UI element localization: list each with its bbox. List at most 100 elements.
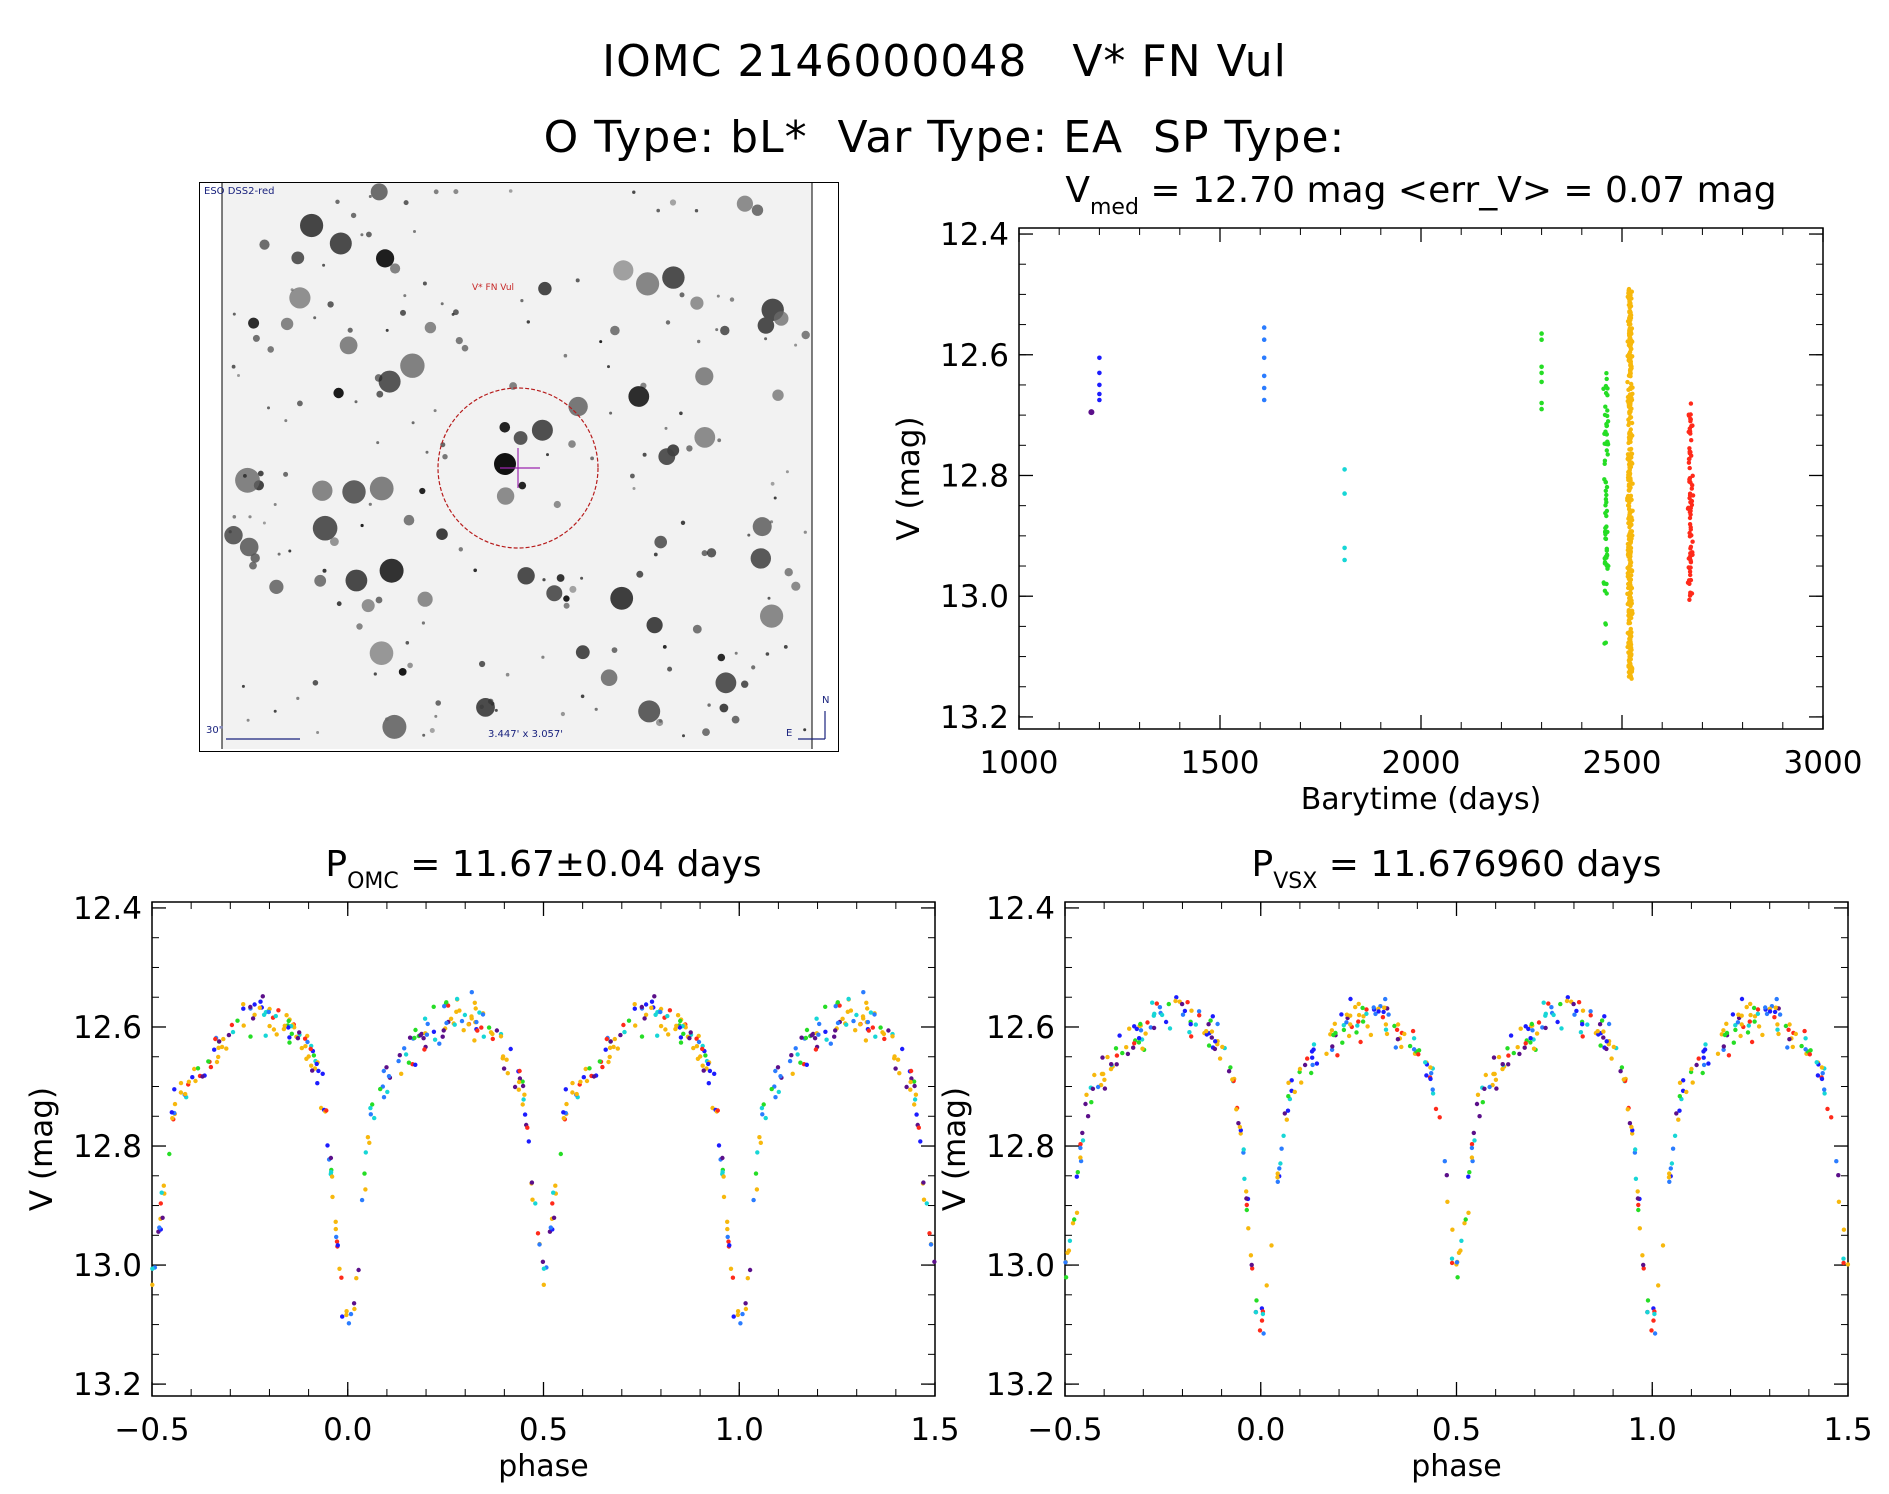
finder-star [361,599,375,613]
data-point [1627,487,1632,492]
data-point [462,1012,468,1018]
data-point [1340,1040,1345,1045]
data-point [700,1063,705,1068]
data-point [1332,1021,1338,1026]
data-point [639,1034,645,1039]
data-point [1466,1174,1471,1179]
data-point [1628,529,1633,534]
data-point [424,1032,430,1037]
data-point [1578,1030,1584,1035]
data-point [1803,1036,1808,1041]
data-point [1402,1031,1407,1037]
data-point [912,1102,917,1107]
data-point [1138,1021,1143,1027]
data-point [1209,1035,1215,1040]
data-point [731,1314,736,1319]
finder-star [248,317,260,329]
data-point [396,1058,401,1064]
data-point [287,1035,292,1040]
data-point [1470,1158,1475,1164]
data-point [500,1054,506,1059]
data-point [1114,1062,1119,1067]
data-point [1260,1311,1266,1317]
data-point [823,1004,828,1009]
data-point [1108,1066,1114,1072]
data-point [432,1037,438,1042]
data-point [1603,536,1609,542]
data-point [340,1314,345,1319]
finder-star [342,480,366,504]
data-point [1546,1001,1551,1006]
data-point [494,1028,500,1033]
data-point [1380,1015,1386,1020]
data-point [773,1095,778,1100]
data-point [229,1022,235,1028]
data-point [1458,1248,1463,1253]
data-point [621,1022,626,1028]
finder-star [662,266,685,289]
data-point [1080,1138,1086,1143]
data-point [1672,1133,1678,1139]
data-point [886,1028,891,1033]
data-point [368,1112,373,1117]
data-point [1825,1106,1830,1112]
finder-star [785,470,789,474]
data-point [1311,1047,1316,1052]
data-point [461,1028,466,1033]
finder-chart: ESO DSS2-red V* FN Vul 30" 3.447' x 3.05… [199,182,839,752]
data-point [1088,409,1095,416]
data-point [1346,1033,1352,1039]
chart-lightcurve: 1000 1500 2000 2500 3000 12.4 12.6 12.8 13.0 13.2… [891,170,1862,817]
data-point [1619,1065,1625,1070]
finder-star [667,444,680,457]
finder-star [538,281,552,296]
data-point [1599,1018,1605,1023]
data-point [486,1025,492,1030]
data-point [529,1180,535,1185]
data-point [1394,1027,1400,1033]
data-point [1733,1027,1738,1033]
data-point [1814,1060,1819,1065]
finder-star [243,474,247,478]
finder-star [770,481,775,486]
data-point [1261,337,1267,343]
data-point [597,1059,602,1064]
data-point [530,1197,535,1202]
data-point [1530,1028,1535,1033]
data-point [1687,515,1693,521]
data-point [1442,1159,1448,1164]
data-point [442,1004,447,1009]
data-point [1193,1022,1199,1027]
data-point [344,1312,349,1318]
data-point [363,1150,368,1155]
data-point [1248,1253,1254,1258]
data-point [1282,1111,1288,1116]
data-point [1775,1022,1780,1027]
finder-star [373,672,377,676]
data-point [1687,465,1692,471]
finder-star [747,533,751,537]
data-point [1539,337,1544,343]
data-point [1736,1012,1741,1017]
finder-star [697,339,701,344]
data-point [1626,674,1632,679]
title-main: V [1065,170,1090,211]
data-point [607,1045,613,1051]
finder-star [407,662,413,669]
data-point [346,1321,352,1326]
finder-star [411,421,415,425]
data-point [812,1036,818,1041]
data-point [870,1025,875,1030]
data-point [1752,1014,1758,1019]
finder-star [757,317,775,334]
data-point [1687,477,1692,482]
data-point [397,1053,402,1058]
data-point [150,1282,155,1288]
data-point [1735,1020,1741,1025]
data-point [352,1306,357,1312]
finder-image [221,183,826,749]
data-point [1626,286,1632,292]
data-point [1666,1175,1672,1180]
data-point [1493,1077,1499,1083]
data-point [1105,1054,1110,1060]
